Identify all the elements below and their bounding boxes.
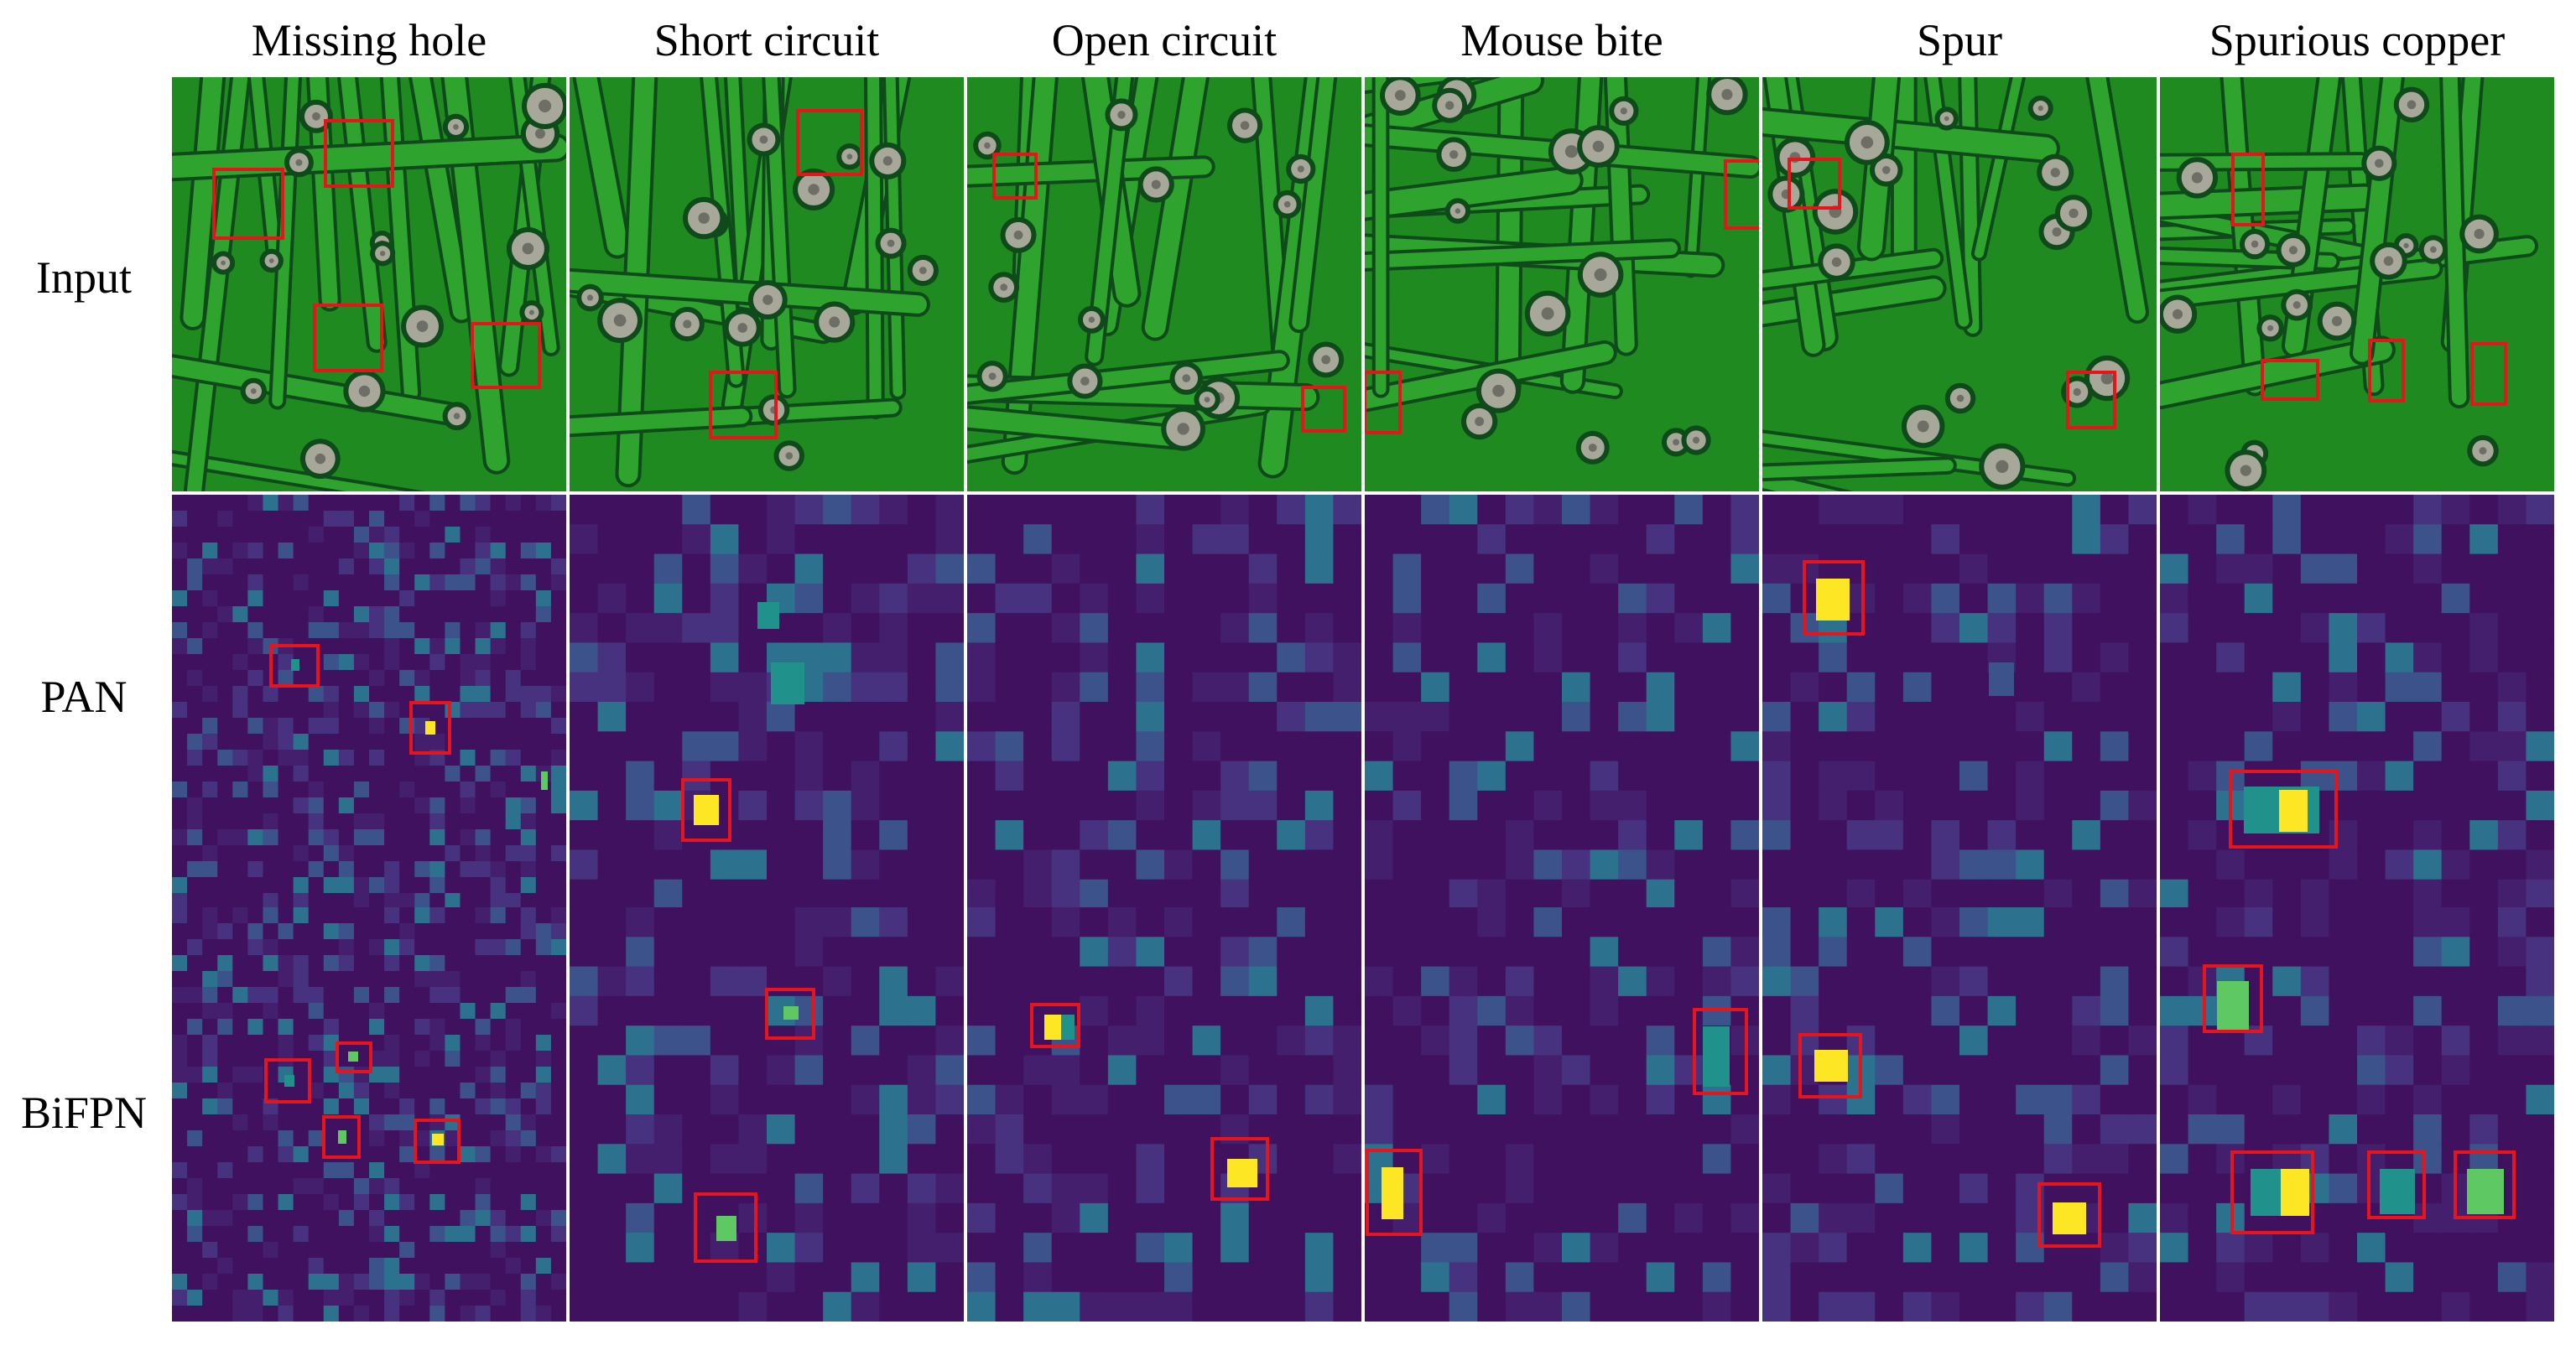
defect-bounding-box — [324, 119, 394, 188]
bifpn-heatmap-open-circuit — [967, 907, 1361, 1322]
activation-hotspot — [348, 1052, 358, 1062]
activation-hotspot — [771, 662, 804, 704]
defect-bounding-box — [1366, 1149, 1423, 1236]
defect-bounding-box — [1798, 1033, 1862, 1098]
defect-bounding-box — [694, 1192, 757, 1263]
pan-heatmap-spurious-copper — [2160, 495, 2554, 909]
row-header-pan: PAN — [40, 672, 127, 722]
defect-bounding-box — [1693, 1008, 1748, 1095]
column-header-open-circuit: Open circuit — [1051, 15, 1278, 65]
pan-heatmap-spur — [1762, 495, 2157, 909]
column-header-spur: Spur — [1916, 15, 2002, 65]
input-image-mouse-bite — [1365, 77, 1759, 491]
pan-heatmap-short-circuit — [570, 495, 964, 909]
activation-hotspot — [284, 1075, 294, 1087]
activation-hotspot — [432, 1134, 444, 1145]
defect-bounding-box — [313, 304, 383, 372]
defect-bounding-box — [2368, 339, 2405, 402]
activation-hotspot — [2217, 981, 2249, 1030]
defect-bounding-box — [264, 1058, 311, 1104]
defect-bounding-box — [322, 1115, 361, 1159]
defect-bounding-box — [2066, 371, 2116, 429]
defect-bounding-box — [1030, 1003, 1080, 1048]
defect-bounding-box — [2230, 1150, 2314, 1234]
defect-bounding-box — [709, 371, 778, 439]
row-header-input: Input — [36, 252, 132, 303]
defect-bounding-box — [2229, 770, 2338, 849]
defect-bounding-box — [1365, 371, 1402, 434]
bifpn-heatmap-short-circuit — [570, 907, 964, 1322]
activation-hotspot — [757, 602, 779, 629]
defect-bounding-box — [2037, 1182, 2101, 1248]
pan-heatmap-mouse-bite — [1365, 495, 1759, 909]
activation-hotspot — [694, 795, 719, 825]
activation-hotspot — [1382, 1167, 1403, 1219]
input-image-spurious-copper — [2160, 77, 2554, 491]
row-header-bifpn: BiFPN — [20, 1088, 148, 1138]
input-image-spur — [1762, 77, 2157, 491]
activation-hotspot — [1989, 662, 2014, 696]
activation-hotspot — [1816, 579, 1850, 621]
activation-hotspot — [1227, 1159, 1257, 1187]
activation-hotspot — [2053, 1202, 2086, 1234]
defect-bounding-box — [471, 322, 541, 389]
defect-bounding-box — [2454, 1150, 2516, 1219]
activation-hotspot — [541, 771, 548, 790]
defect-bounding-box — [212, 168, 284, 240]
bifpn-heatmap-missing-hole — [172, 907, 566, 1322]
column-header-mouse-bite: Mouse bite — [1460, 15, 1663, 65]
pan-heatmap-missing-hole — [172, 495, 566, 909]
activation-hotspot — [783, 1006, 799, 1020]
defect-bounding-box — [269, 644, 320, 688]
defect-bounding-box — [2261, 359, 2319, 401]
defect-bounding-box — [2203, 964, 2263, 1033]
defect-bounding-box — [1803, 560, 1865, 636]
activation-hotspot — [716, 1216, 736, 1241]
bifpn-heatmap-mouse-bite — [1365, 907, 1759, 1322]
defect-bounding-box — [796, 109, 863, 176]
input-image-short-circuit — [570, 77, 964, 491]
defect-bounding-box — [1788, 158, 1841, 210]
activation-hotspot — [1703, 1026, 1730, 1087]
defect-bounding-box — [1301, 386, 1346, 433]
activation-hotspot — [425, 721, 435, 735]
defect-bounding-box — [414, 1119, 461, 1164]
activation-hotspot — [2467, 1169, 2504, 1214]
column-header-short-circuit: Short circuit — [653, 15, 880, 65]
activation-hotspot — [1061, 1015, 1075, 1040]
activation-hotspot — [2281, 1169, 2309, 1216]
input-image-missing-hole — [172, 77, 566, 491]
input-image-open-circuit — [967, 77, 1361, 491]
defect-bounding-box — [409, 701, 451, 755]
defect-bounding-box — [336, 1041, 372, 1073]
column-header-missing-hole: Missing hole — [251, 15, 487, 65]
activation-hotspot — [291, 659, 299, 671]
defect-bounding-box — [992, 153, 1038, 200]
defect-bounding-box — [1724, 159, 1759, 230]
defect-bounding-box — [1210, 1137, 1269, 1201]
defect-bounding-box — [765, 988, 815, 1040]
activation-hotspot — [2380, 1169, 2415, 1214]
activation-hotspot — [338, 1130, 346, 1144]
column-header-spurious-copper: Spurious copper — [2209, 15, 2506, 65]
pan-heatmap-open-circuit — [967, 495, 1361, 909]
activation-hotspot — [1814, 1050, 1848, 1082]
defect-bounding-box — [2231, 153, 2265, 226]
defect-bounding-box — [2367, 1150, 2426, 1219]
bifpn-heatmap-spur — [1762, 907, 2157, 1322]
defect-bounding-box — [2470, 342, 2507, 406]
activation-hotspot — [2279, 790, 2308, 832]
bifpn-heatmap-spurious-copper — [2160, 907, 2554, 1322]
defect-bounding-box — [681, 778, 731, 842]
